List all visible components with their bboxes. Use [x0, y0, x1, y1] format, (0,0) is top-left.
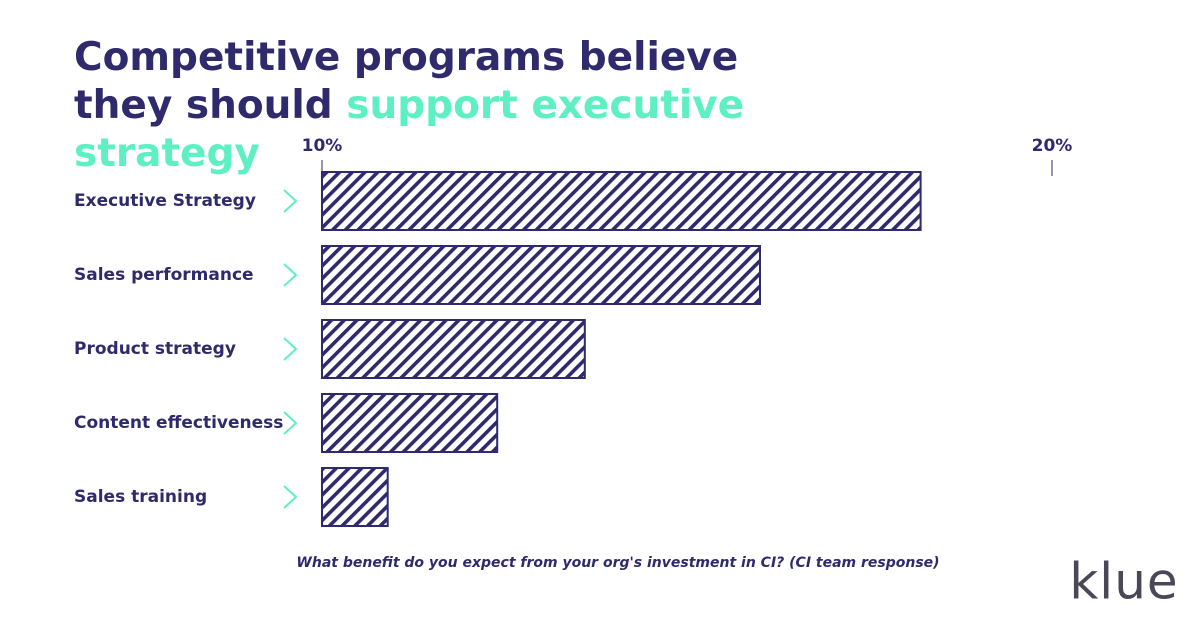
- chart-title: Competitive programs believe they should…: [74, 34, 794, 178]
- chevron: [283, 411, 298, 435]
- category-label: Executive Strategy: [74, 191, 256, 211]
- logo: klue: [1069, 553, 1178, 611]
- category-label: Content effectiveness: [74, 413, 283, 433]
- bar: [321, 171, 922, 231]
- x-tick-label: 20%: [1032, 136, 1073, 156]
- chevron: [283, 485, 298, 509]
- bar: [321, 393, 499, 453]
- category-label: Product strategy: [74, 339, 236, 359]
- note: What benefit do you expect from your org…: [296, 555, 939, 571]
- chevron: [283, 189, 298, 213]
- title-text: Competitive programs believe they should: [74, 35, 739, 128]
- category-label: Sales training: [74, 487, 207, 507]
- bar: [321, 467, 389, 527]
- category-label: Sales performance: [74, 265, 254, 285]
- bar: [321, 319, 586, 379]
- chevron: [283, 263, 298, 287]
- bar: [321, 245, 761, 305]
- title-highlight: support executive strategy: [74, 83, 745, 176]
- chevron: [283, 337, 298, 361]
- x-tick-label: 10%: [302, 136, 343, 156]
